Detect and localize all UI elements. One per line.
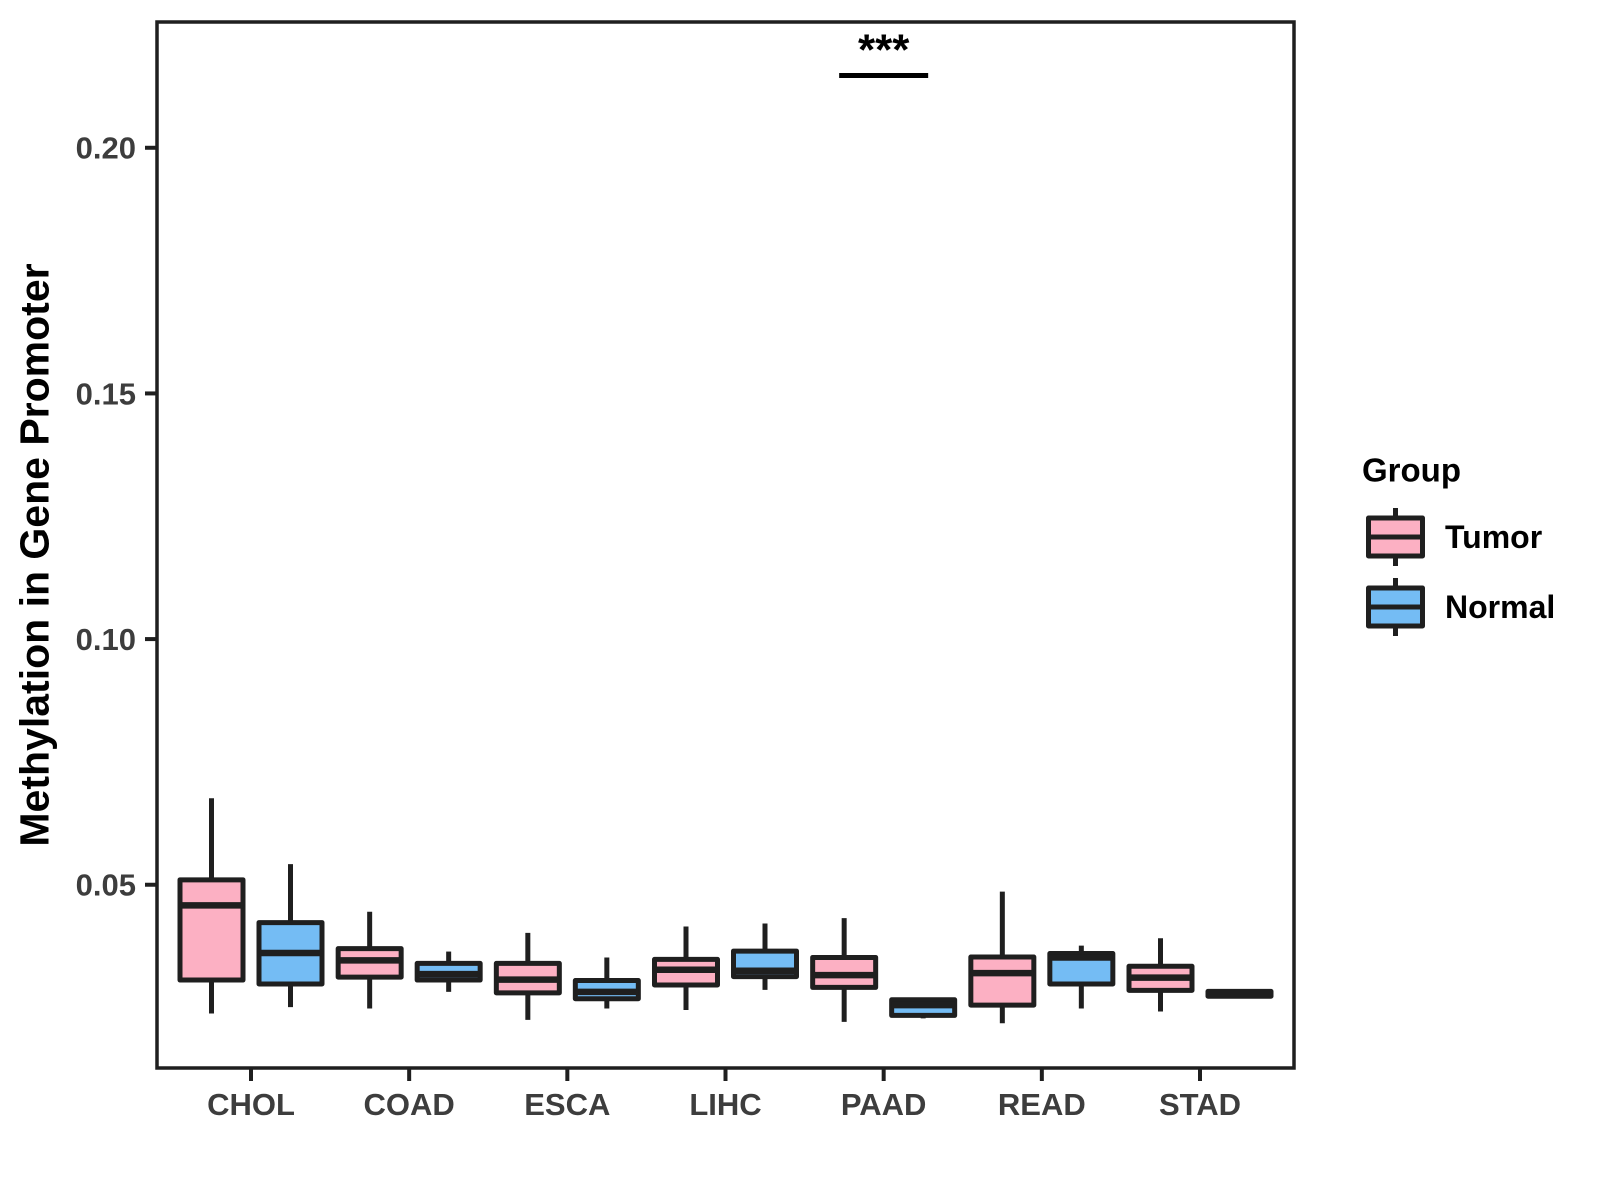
y-tick-label-0.10: 0.10 — [76, 622, 136, 657]
panel-border — [155, 20, 1296, 1070]
y-tick-label-0.05: 0.05 — [76, 868, 136, 903]
significance-stars: *** — [858, 26, 910, 75]
x-tick-label-LIHC: LIHC — [689, 1087, 761, 1122]
legend-label-normal: Normal — [1445, 589, 1555, 625]
x-tick-label-READ: READ — [998, 1087, 1086, 1122]
x-tick-label-PAAD: PAAD — [841, 1087, 927, 1122]
y-tick-label-0.20: 0.20 — [76, 131, 136, 166]
box-tumor-READ — [968, 954, 1037, 1008]
x-tick-label-STAD: STAD — [1159, 1087, 1241, 1122]
legend-title: Group — [1362, 452, 1461, 489]
legend-label-tumor: Tumor — [1445, 519, 1542, 555]
x-tick-label-CHOL: CHOL — [207, 1087, 295, 1122]
x-tick-label-ESCA: ESCA — [524, 1087, 610, 1122]
x-tick-label-COAD: COAD — [364, 1087, 455, 1122]
box-tumor-CHOL — [177, 877, 246, 983]
y-axis-title: Methylation in Gene Promoter — [11, 263, 57, 846]
y-tick-label-0.15: 0.15 — [76, 376, 136, 411]
